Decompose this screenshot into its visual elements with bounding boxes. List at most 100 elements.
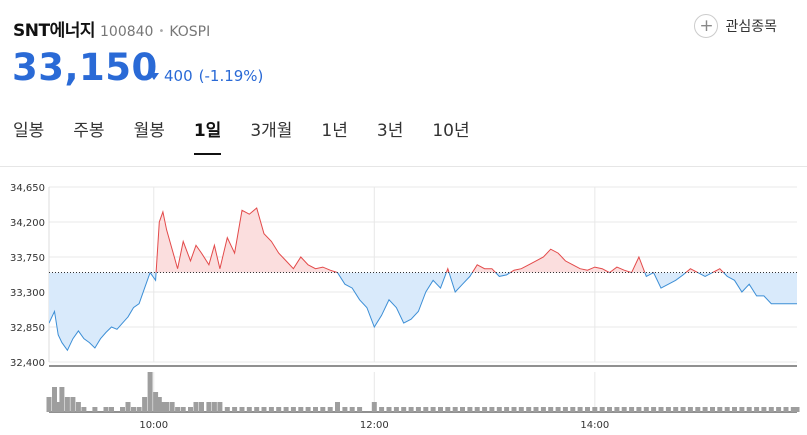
volume-bar [717,407,723,412]
y-tick-label: 32,400 [10,358,45,369]
volume-bar [175,407,181,412]
volume-bar [156,397,162,412]
current-price: 33,150 [12,46,158,89]
period-tabs: 일봉 주봉 월봉 1일 3개월 1년 3년 10년 [13,116,499,155]
volume-bar [526,407,532,412]
volume-bar [59,387,65,412]
volume-bar [599,407,605,412]
volume-bar [665,407,671,412]
volume-bar [673,407,679,412]
volume-bar [555,407,561,412]
volume-bar [794,407,800,412]
volume-bar [290,407,296,412]
volume-bar [607,407,612,412]
y-tick-label: 33,750 [10,253,45,264]
volume-bar [371,402,377,412]
volume-bar [131,407,136,412]
tab-3year[interactable]: 3년 [376,121,404,141]
down-triangle-icon [149,72,159,80]
volume-bar [415,407,421,412]
volume-bar [379,407,385,412]
volume-bar [246,407,252,412]
tab-weekly[interactable]: 주봉 [73,121,105,141]
volume-bar [268,407,274,412]
volume-bar [687,407,693,412]
tab-daily[interactable]: 일봉 [13,121,45,141]
volume-bar [695,407,701,412]
volume-bar [320,407,326,412]
volume-bar [239,407,245,412]
volume-bar [746,407,752,412]
area-down [49,272,797,351]
volume-bar [540,407,546,412]
volume-bar [160,402,166,412]
plus-icon: + [694,14,719,38]
volume-bar [496,407,502,412]
volume-bar [430,407,436,412]
volume-bar [46,397,52,412]
volume-bar [136,407,142,412]
separator-dot: • [158,26,165,37]
volume-bar [577,407,583,412]
volume-bar [199,402,204,412]
volume-bar [224,407,230,412]
volume-bar [254,407,260,412]
tab-3month[interactable]: 3개월 [250,121,293,141]
volume-bar [739,407,745,412]
volume-bar [658,407,664,412]
volume-bar [489,407,495,412]
volume-bar [153,392,159,412]
volume-bar [147,372,153,412]
y-tick-label: 33,300 [10,288,45,299]
volume-bar [790,407,796,412]
volume-bar [169,402,175,412]
volume-bar [261,407,267,412]
volume-bar [629,407,635,412]
change-amount: 400 [164,67,193,85]
volume-bar [206,402,212,412]
volume-bar [710,407,715,412]
volume-bar [761,407,767,412]
area-up [156,208,724,273]
volume-bar [724,407,730,412]
market-name: KOSPI [169,24,211,40]
tab-10year[interactable]: 10년 [432,121,470,141]
y-tick-label: 34,200 [10,218,45,229]
volume-bar [592,407,598,412]
volume-bar [52,387,57,412]
volume-bar [305,407,311,412]
volume-bar [401,407,407,412]
volume-bar [452,407,458,412]
volume-bar [518,407,524,412]
volume-bar [438,407,443,412]
volume-bar [511,407,517,412]
tab-1year[interactable]: 1년 [321,121,348,141]
volume-bar [211,402,217,412]
volume-bar [75,402,81,412]
volume-bar [423,407,429,412]
volume-bar [217,402,223,412]
volume-bar [768,407,774,412]
volume-bar [142,397,148,412]
volume-bar [636,407,642,412]
change-percent: (-1.19%) [198,67,264,85]
volume-bar [562,407,568,412]
tab-1day[interactable]: 1일 [193,116,222,155]
volume-bar [754,407,760,412]
volume-bar [482,407,488,412]
volume-bar [232,407,238,412]
volume-bar [276,407,282,412]
volume-bar [474,407,480,412]
tab-monthly[interactable]: 월봉 [133,121,165,141]
volume-bar [776,407,782,412]
stock-code: 100840 [100,24,154,40]
stock-name: SNT에너지 [13,21,96,41]
volume-bar [180,407,186,412]
volume-bar [327,407,333,412]
volume-bar [103,407,109,412]
volume-bar [283,407,289,412]
watchlist-button[interactable]: + 관심종목 [694,14,777,38]
volume-bar [386,407,392,412]
volume-bar [702,407,708,412]
